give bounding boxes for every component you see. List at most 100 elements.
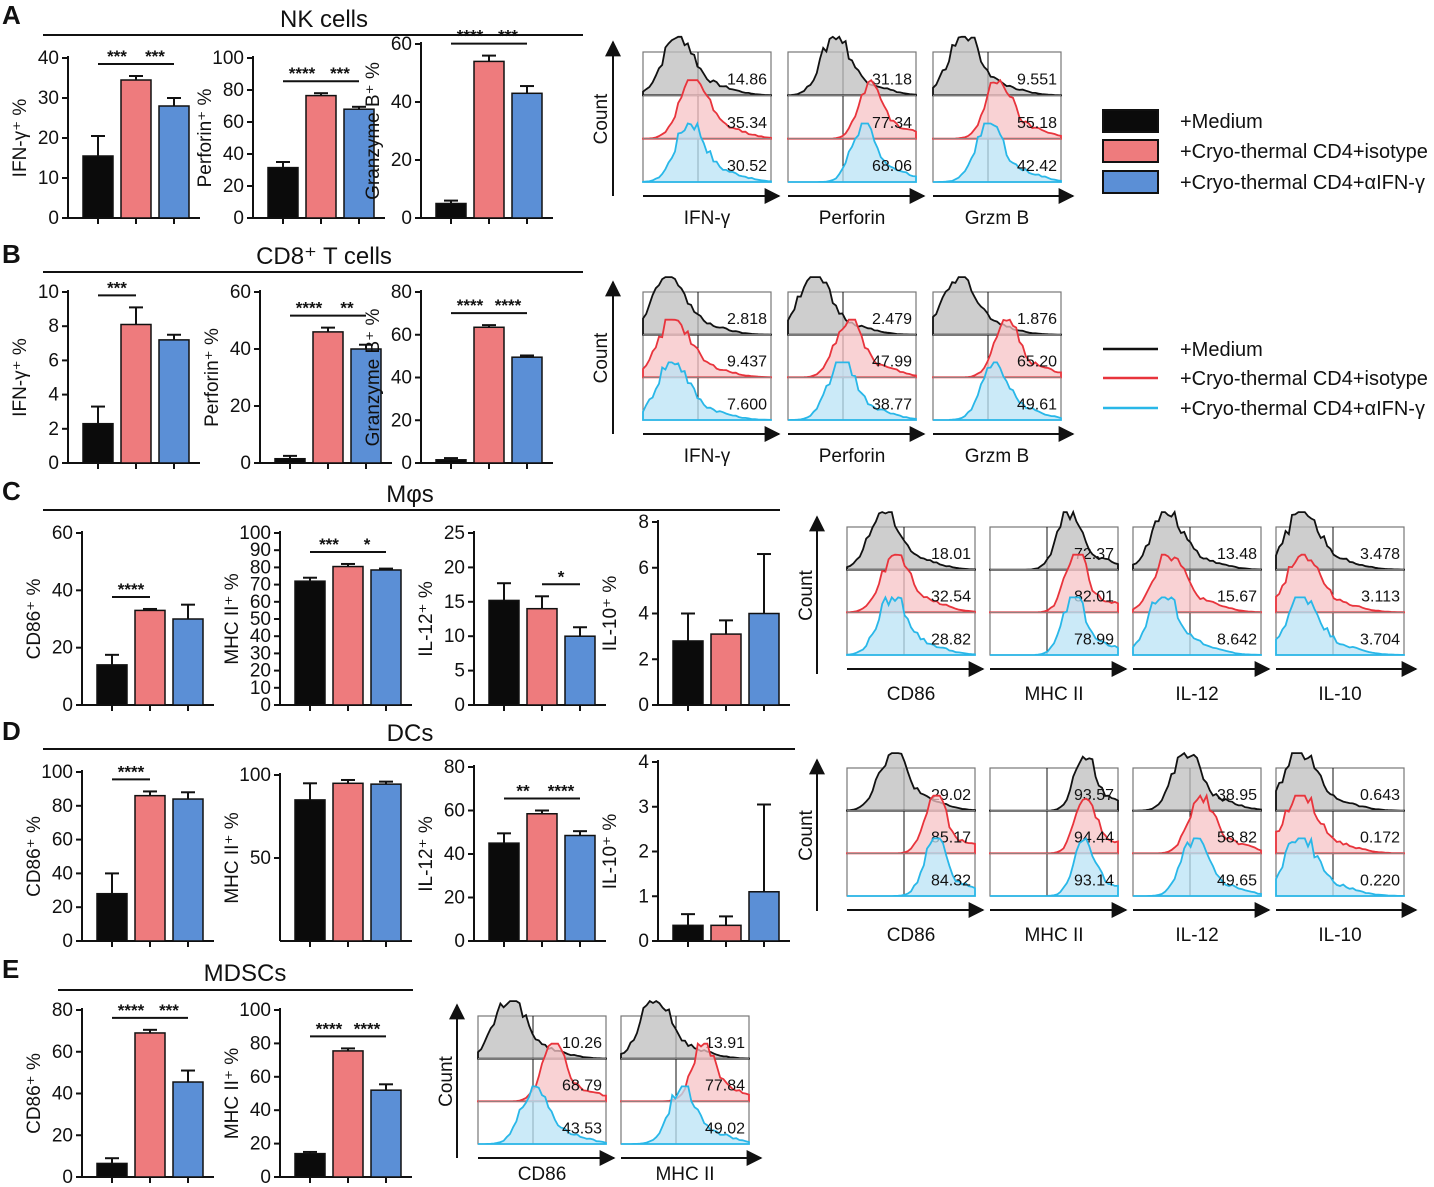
histogram-trace-medium — [1132, 751, 1262, 812]
y-axis-label: Perforin⁺ % — [202, 328, 223, 427]
y-tick-label: 20 — [250, 661, 271, 682]
bar-chart-C: 0 2 4 6 8 IL-10⁺ % — [600, 512, 790, 716]
panel-letter: D — [2, 716, 21, 746]
bar-isotype — [473, 60, 505, 219]
legend-swatch-isotype — [1102, 139, 1159, 163]
positive-percent-label: 30.52 — [727, 158, 767, 175]
y-tick-label: 0 — [260, 695, 271, 716]
significance-label: * — [558, 567, 565, 586]
y-tick-label: 40 — [230, 339, 251, 360]
histogram-ifn-: 14.86 35.34 30.52 IFN-γ — [642, 35, 781, 229]
y-tick-label: 80 — [52, 796, 73, 817]
y-tick-label: 25 — [444, 523, 465, 544]
y-tick-label: 40 — [391, 92, 412, 113]
significance-label: **** — [118, 762, 145, 781]
y-tick-label: 60 — [250, 592, 271, 613]
y-tick-label: 20 — [230, 396, 251, 417]
y-tick-label: 100 — [239, 523, 271, 544]
positive-percent-label: 8.642 — [1217, 631, 1257, 648]
histogram-trace-medium — [932, 276, 1062, 336]
y-tick-label: 20 — [444, 557, 465, 578]
bar-anti-ifn — [158, 339, 190, 464]
histogram-trace-medium — [787, 35, 917, 97]
y-tick-label: 0 — [260, 1167, 271, 1187]
histogram-panel-E: Count 10.26 68.79 43.53 CD86 13.91 77.84 49.02 M… — [436, 999, 763, 1185]
panel-C-header: C Mφs — [2, 476, 780, 511]
significance-label: *** — [330, 64, 350, 83]
positive-percent-label: 38.95 — [1217, 787, 1257, 804]
bar-medium — [488, 599, 520, 706]
y-tick-label: 10 — [250, 678, 271, 699]
y-tick-label: 0 — [48, 453, 59, 474]
y-tick-label: 20 — [52, 897, 73, 918]
bar-isotype — [710, 924, 742, 942]
histogram-trace-anti-ifn — [1275, 596, 1405, 656]
bar-isotype — [473, 326, 505, 464]
y-axis-label: CD86⁺ % — [24, 579, 45, 660]
positive-percent-label: 77.34 — [872, 115, 912, 132]
y-tick-label: 0 — [401, 208, 412, 229]
histogram-trace-anti-ifn — [788, 122, 917, 183]
histogram-trace-medium — [1275, 511, 1405, 571]
y-axis-label: IL-12⁺ % — [416, 816, 437, 892]
histogram-il-10: 0.643 0.172 0.220 IL-10 — [1275, 752, 1418, 946]
y-tick-label: 80 — [52, 1000, 73, 1021]
marker-label: IFN-γ — [684, 446, 731, 467]
histogram-panel-C: Count18.0132.5428.82CD8672.3782.0178.99M… — [796, 509, 1418, 705]
histogram-grzm-b: 1.876 65.20 49.61 Grzm B — [932, 276, 1075, 467]
panel-letter: B — [2, 239, 21, 269]
y-tick-label: 10 — [444, 626, 465, 647]
histogram-il-12: 13.48 15.67 8.642 IL-12 — [1132, 509, 1271, 705]
histogram-trace-anti-ifn — [846, 595, 976, 656]
histogram-trace-anti-ifn — [933, 122, 1062, 183]
bar-anti-ifn — [564, 834, 596, 942]
y-tick-label: 50 — [250, 609, 271, 630]
y-axis-label: IFN-γ⁺ % — [10, 99, 31, 178]
positive-percent-label: 93.14 — [1074, 872, 1114, 889]
histogram-perforin: 31.18 77.34 68.06 Perforin — [787, 35, 926, 229]
y-tick-label: 20 — [52, 638, 73, 659]
positive-percent-label: 18.01 — [931, 546, 971, 563]
y-tick-label: 5 — [454, 661, 465, 682]
bar-medium — [96, 1162, 128, 1178]
y-tick-label: 100 — [239, 765, 271, 786]
bar-anti-ifn — [564, 635, 596, 706]
legend-label: +Medium — [1180, 339, 1263, 361]
y-tick-label: 8 — [48, 316, 59, 337]
y-tick-label: 70 — [250, 575, 271, 596]
bar-medium — [96, 892, 128, 942]
positive-percent-label: 31.18 — [872, 72, 912, 89]
bar-anti-ifn — [172, 618, 204, 706]
y-axis-label: IL-10⁺ % — [600, 576, 621, 652]
histogram-cd86: 18.01 32.54 28.82 CD86 — [846, 511, 985, 705]
y-tick-label: 0 — [62, 695, 73, 716]
bar-anti-ifn — [370, 1089, 402, 1178]
marker-label: IL-12 — [1175, 925, 1218, 946]
y-axis-label: CD86⁺ % — [24, 816, 45, 897]
histogram-panels: Count 14.86 35.34 30.52 IFN-γ 31.18 77.34 68.06… — [436, 35, 1418, 1185]
bar-isotype — [526, 607, 558, 706]
bar-medium — [435, 459, 467, 464]
y-tick-label: 0 — [62, 1167, 73, 1187]
y-tick-label: 40 — [52, 863, 73, 884]
bar-isotype — [120, 323, 152, 464]
positive-percent-label: 77.84 — [705, 1078, 745, 1095]
legend-label: +Cryo-thermal CD4+αIFN-γ — [1180, 398, 1425, 420]
y-tick-label: 40 — [223, 144, 244, 165]
histogram-trace-isotype — [1275, 794, 1405, 855]
histogram-trace-medium — [846, 752, 976, 812]
panel-title: MDSCs — [204, 960, 287, 987]
y-tick-label: 0 — [454, 931, 465, 952]
marker-label: Grzm B — [965, 208, 1029, 229]
y-tick-label: 40 — [38, 48, 59, 69]
histogram-perforin: 2.479 47.99 38.77 Perforin — [787, 276, 926, 467]
y-tick-label: 100 — [239, 1000, 271, 1021]
positive-percent-label: 7.600 — [727, 396, 767, 413]
bar-medium — [96, 664, 128, 706]
y-tick-label: 3 — [638, 797, 649, 818]
legend-swatch-anti-ifn — [1102, 170, 1159, 194]
y-tick-label: 2 — [638, 649, 649, 670]
bar-anti-ifn — [350, 348, 382, 464]
